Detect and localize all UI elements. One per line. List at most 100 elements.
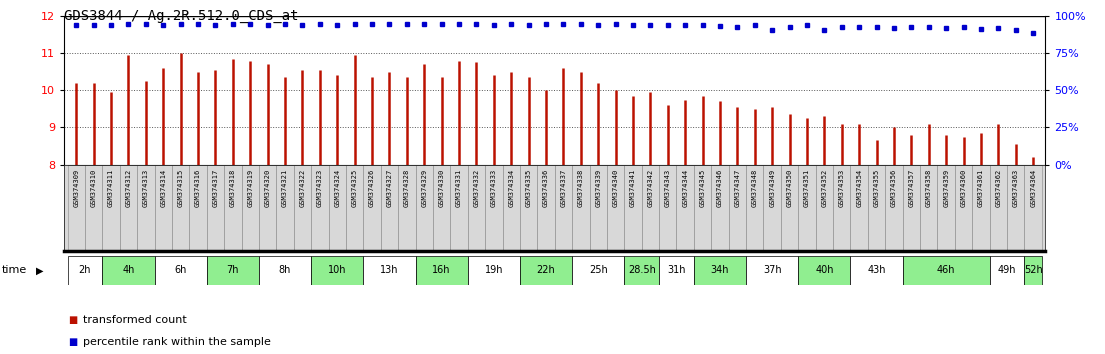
Text: GSM374363: GSM374363	[1013, 169, 1019, 207]
Bar	[398, 165, 415, 251]
Text: GSM374313: GSM374313	[143, 169, 149, 207]
Text: GSM374354: GSM374354	[856, 169, 862, 207]
Text: GSM374362: GSM374362	[996, 169, 1001, 207]
Bar	[103, 256, 155, 285]
Text: GSM374317: GSM374317	[212, 169, 219, 207]
Bar	[920, 165, 937, 251]
Bar	[520, 165, 537, 251]
Text: 37h: 37h	[762, 266, 781, 275]
Bar	[259, 256, 312, 285]
Bar	[642, 165, 659, 251]
Text: 4h: 4h	[123, 266, 135, 275]
Bar	[833, 165, 851, 251]
Text: GSM374355: GSM374355	[874, 169, 880, 207]
Text: GSM374316: GSM374316	[196, 169, 201, 207]
Text: 22h: 22h	[537, 266, 556, 275]
Bar	[885, 165, 903, 251]
Text: GSM374341: GSM374341	[630, 169, 636, 207]
Bar	[520, 256, 572, 285]
Bar	[746, 165, 764, 251]
Text: 2h: 2h	[78, 266, 92, 275]
Bar	[659, 165, 676, 251]
Text: GSM374353: GSM374353	[839, 169, 845, 207]
Bar	[119, 165, 137, 251]
Bar	[659, 256, 694, 285]
Bar	[851, 165, 867, 251]
Bar	[746, 256, 798, 285]
Bar	[537, 165, 555, 251]
Bar	[155, 256, 207, 285]
Text: GSM374342: GSM374342	[648, 169, 653, 207]
Bar	[312, 256, 364, 285]
Bar	[990, 165, 1007, 251]
Bar	[312, 165, 328, 251]
Text: ▶: ▶	[36, 266, 44, 275]
Bar	[242, 165, 259, 251]
Bar	[207, 256, 259, 285]
Bar	[172, 165, 189, 251]
Bar	[624, 165, 642, 251]
Text: GSM374315: GSM374315	[178, 169, 183, 207]
Bar	[364, 256, 415, 285]
Text: 25h: 25h	[589, 266, 608, 275]
Text: GSM374329: GSM374329	[421, 169, 428, 207]
Bar	[276, 165, 294, 251]
Bar	[451, 165, 467, 251]
Text: GSM374364: GSM374364	[1030, 169, 1036, 207]
Text: 19h: 19h	[485, 266, 503, 275]
Text: GSM374319: GSM374319	[248, 169, 253, 207]
Text: GSM374352: GSM374352	[821, 169, 828, 207]
Text: 49h: 49h	[998, 266, 1017, 275]
Text: 43h: 43h	[867, 266, 886, 275]
Text: time: time	[2, 266, 28, 275]
Bar	[467, 256, 520, 285]
Text: 31h: 31h	[667, 266, 686, 275]
Text: GSM374314: GSM374314	[160, 169, 166, 207]
Text: 46h: 46h	[937, 266, 956, 275]
Text: 13h: 13h	[380, 266, 399, 275]
Bar	[903, 165, 920, 251]
Bar	[67, 256, 103, 285]
Text: ■: ■	[69, 315, 77, 325]
Bar	[798, 256, 851, 285]
Text: GSM374318: GSM374318	[230, 169, 235, 207]
Bar	[712, 165, 728, 251]
Bar	[624, 256, 659, 285]
Text: GSM374337: GSM374337	[560, 169, 567, 207]
Text: ■: ■	[69, 337, 77, 347]
Bar	[67, 165, 85, 251]
Text: GSM374311: GSM374311	[108, 169, 114, 207]
Bar	[364, 165, 381, 251]
Text: GSM374323: GSM374323	[317, 169, 323, 207]
Bar	[694, 256, 746, 285]
Bar	[415, 165, 433, 251]
Bar	[103, 165, 119, 251]
Bar	[572, 165, 589, 251]
Text: GSM374360: GSM374360	[960, 169, 967, 207]
Bar	[728, 165, 746, 251]
Text: GSM374335: GSM374335	[526, 169, 532, 207]
Bar	[433, 165, 451, 251]
Text: 16h: 16h	[432, 266, 451, 275]
Bar	[1024, 256, 1042, 285]
Bar	[937, 165, 955, 251]
Bar	[676, 165, 694, 251]
Bar	[415, 256, 467, 285]
Text: GSM374327: GSM374327	[387, 169, 392, 207]
Text: transformed count: transformed count	[83, 315, 187, 325]
Text: GSM374356: GSM374356	[891, 169, 897, 207]
Bar	[1024, 165, 1042, 251]
Bar	[955, 165, 972, 251]
Text: GSM374338: GSM374338	[578, 169, 583, 207]
Text: GSM374333: GSM374333	[491, 169, 497, 207]
Text: GSM374321: GSM374321	[282, 169, 288, 207]
Text: GSM374345: GSM374345	[699, 169, 706, 207]
Text: GSM374312: GSM374312	[126, 169, 131, 207]
Text: GSM374343: GSM374343	[665, 169, 671, 207]
Text: 40h: 40h	[815, 266, 833, 275]
Text: GSM374350: GSM374350	[787, 169, 792, 207]
Bar	[607, 165, 624, 251]
Text: GSM374310: GSM374310	[91, 169, 96, 207]
Text: GSM374309: GSM374309	[73, 169, 80, 207]
Text: GSM374324: GSM374324	[334, 169, 340, 207]
